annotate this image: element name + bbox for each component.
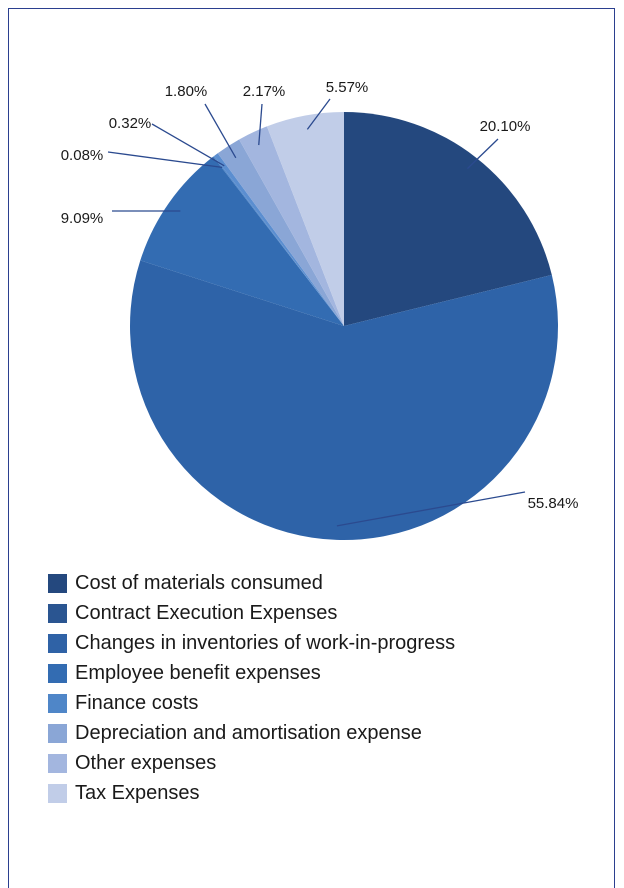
slice-label-0: 20.10% [480, 118, 531, 135]
legend-label: Cost of materials consumed [75, 572, 323, 595]
legend-swatch [48, 784, 67, 803]
legend-item-6: Other expenses [48, 748, 455, 778]
legend-item-7: Tax Expenses [48, 778, 455, 808]
legend-swatch [48, 604, 67, 623]
chart-legend: Cost of materials consumed Contract Execu… [48, 568, 455, 808]
legend-label: Finance costs [75, 692, 198, 715]
legend-label: Other expenses [75, 752, 216, 775]
slice-label-8: 2.17% [243, 83, 286, 100]
legend-swatch [48, 574, 67, 593]
legend-label: Depreciation and amortisation expense [75, 722, 422, 745]
legend-swatch [48, 754, 67, 773]
legend-item-2: Changes in inventories of work-in-progre… [48, 628, 455, 658]
pie-chart: 20.10% 55.84% 9.09% 0.08% 0.32% 1.80% 2.17% 5.5… [0, 0, 624, 560]
legend-swatch [48, 724, 67, 743]
slice-label-7: 1.80% [165, 83, 208, 100]
slice-label-6: 0.32% [109, 115, 152, 132]
slice-label-5: 0.08% [61, 147, 104, 164]
legend-swatch [48, 664, 67, 683]
legend-label: Tax Expenses [75, 782, 200, 805]
legend-swatch [48, 634, 67, 653]
legend-label: Changes in inventories of work-in-progre… [75, 632, 455, 655]
pie-slices [130, 112, 558, 540]
legend-item-5: Depreciation and amortisation expense [48, 718, 455, 748]
legend-swatch [48, 694, 67, 713]
legend-item-0: Cost of materials consumed [48, 568, 455, 598]
legend-item-4: Finance costs [48, 688, 455, 718]
legend-label: Employee benefit expenses [75, 662, 321, 685]
slice-label-4: 9.09% [61, 210, 104, 227]
slice-label-9: 5.57% [326, 79, 369, 96]
legend-item-3: Employee benefit expenses [48, 658, 455, 688]
slice-label-3: 55.84% [528, 495, 579, 512]
legend-item-1: Contract Execution Expenses [48, 598, 455, 628]
leader-line-7 [205, 104, 236, 158]
legend-label: Contract Execution Expenses [75, 602, 337, 625]
